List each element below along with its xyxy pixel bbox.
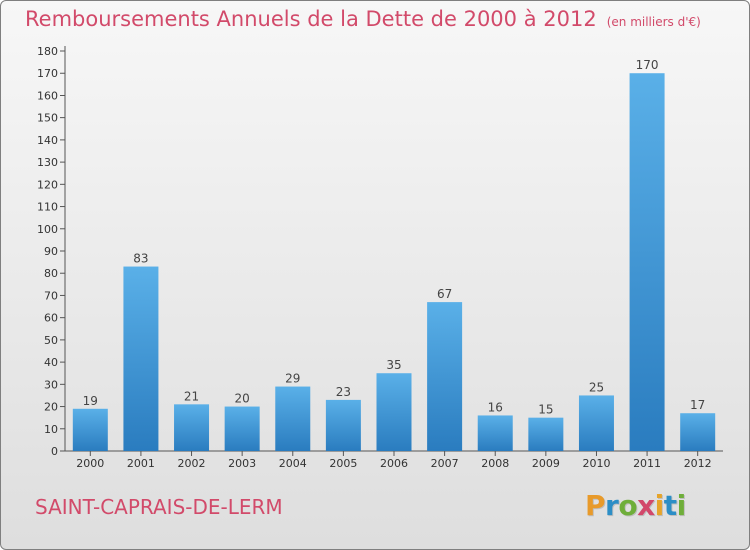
x-tick-label: 2006 (380, 457, 408, 470)
y-tick-label: 180 (37, 45, 58, 58)
y-tick-label: 80 (44, 267, 58, 280)
y-tick-label: 160 (37, 89, 58, 102)
y-tick-label: 100 (37, 223, 58, 236)
y-tick-label: 70 (44, 289, 58, 302)
data-label: 20 (235, 392, 250, 406)
bar-2012 (680, 413, 716, 451)
data-label: 23 (336, 385, 351, 399)
bar-2003 (224, 406, 260, 451)
y-tick-label: 170 (37, 67, 58, 80)
y-tick-label: 90 (44, 245, 58, 258)
data-label: 67 (437, 287, 452, 301)
bar-2010 (578, 395, 614, 451)
x-tick-label: 2007 (431, 457, 459, 470)
y-tick-label: 40 (44, 356, 58, 369)
title-text: Remboursements Annuels de la Dette de 20… (25, 7, 597, 31)
data-label: 35 (386, 358, 401, 372)
data-label: 170 (636, 58, 659, 72)
commune-name: SAINT-CAPRAIS-DE-LERM (35, 495, 283, 519)
bar-2008 (477, 415, 513, 451)
x-tick-label: 2012 (684, 457, 712, 470)
bar-2004 (275, 386, 311, 451)
data-label: 16 (488, 400, 503, 414)
logo-letter: r (605, 489, 619, 522)
y-tick-label: 140 (37, 134, 58, 147)
logo-letter: i (676, 489, 687, 522)
data-label: 15 (538, 403, 553, 417)
data-label: 25 (589, 380, 604, 394)
logo-letter: x (637, 489, 655, 522)
y-tick-label: 120 (37, 178, 58, 191)
x-tick-label: 2008 (481, 457, 509, 470)
proxiti-logo: Proxiti (585, 489, 686, 522)
y-tick-label: 60 (44, 312, 58, 325)
data-label: 83 (133, 252, 148, 266)
y-tick-label: 30 (44, 378, 58, 391)
bar-2009 (528, 417, 564, 451)
y-tick-label: 130 (37, 156, 58, 169)
bar-2002 (174, 404, 210, 451)
logo-letter: P (585, 489, 606, 522)
y-tick-label: 0 (51, 445, 58, 458)
y-tick-label: 110 (37, 201, 58, 214)
x-tick-label: 2004 (279, 457, 307, 470)
x-tick-label: 2005 (329, 457, 357, 470)
bar-2011 (629, 73, 665, 451)
y-tick-label: 10 (44, 423, 58, 436)
x-tick-label: 2011 (633, 457, 661, 470)
x-axis: 2000 2001 2002 2003 2004 2005 2006 2007 2008 2009… (65, 450, 723, 470)
bar-2000 (72, 408, 108, 451)
y-tick-label: 150 (37, 112, 58, 125)
logo-letter: t (663, 489, 677, 522)
x-tick-label: 2002 (178, 457, 206, 470)
bar-2005 (325, 399, 361, 451)
y-tick-label: 50 (44, 334, 58, 347)
x-tick-label: 2009 (532, 457, 560, 470)
bar-2001 (123, 266, 159, 451)
x-tick-label: 2003 (228, 457, 256, 470)
y-axis: 0 10 20 30 40 50 60 70 80 90 100 110 120 130 140 150 160… (37, 45, 66, 458)
bar-2007 (427, 302, 463, 451)
logo-letter: i (654, 489, 665, 522)
x-tick-label: 2000 (76, 457, 104, 470)
y-tick-label: 20 (44, 401, 58, 414)
x-tick-label: 2001 (127, 457, 155, 470)
x-tick-label: 2010 (582, 457, 610, 470)
data-label: 21 (184, 389, 199, 403)
bars: 19 83 21 20 29 23 35 67 16 15 25 170 17 (72, 58, 716, 451)
chart-title: Remboursements Annuels de la Dette de 20… (25, 7, 701, 31)
logo-letter: o (618, 489, 638, 522)
unit-note: (en milliers d'€) (606, 15, 701, 29)
data-label: 17 (690, 398, 705, 412)
data-label: 19 (83, 394, 98, 408)
data-label: 29 (285, 372, 300, 386)
bar-2006 (376, 373, 412, 451)
